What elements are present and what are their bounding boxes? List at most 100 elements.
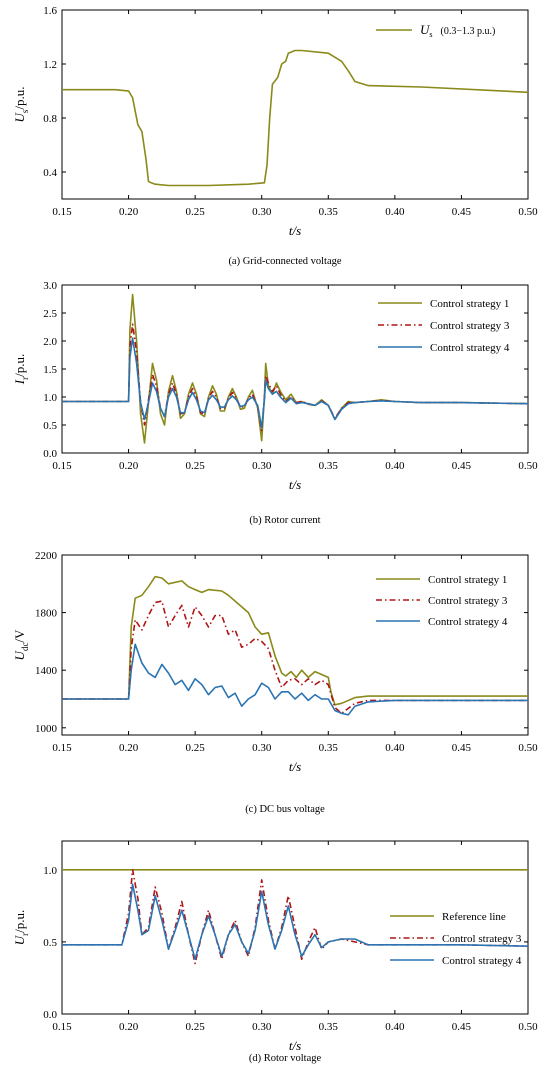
chart-caption: (d) Rotor voltage <box>249 1053 322 1064</box>
y-tick-label: 0.0 <box>43 1009 57 1021</box>
legend-label: Control strategy 3 <box>428 595 508 607</box>
x-tick-label: 0.15 <box>52 1021 72 1033</box>
x-tick-label: 0.40 <box>385 1021 405 1033</box>
x-tick-label: 0.40 <box>385 206 405 218</box>
x-tick-label: 0.50 <box>518 206 538 218</box>
x-axis-label: t/s <box>289 223 301 238</box>
y-axis-label-main: U <box>12 649 27 660</box>
x-axis-label-text: t/s <box>289 1038 301 1053</box>
x-tick-label: 0.40 <box>385 460 405 472</box>
x-tick-label: 0.20 <box>119 460 139 472</box>
y-axis-label-unit: /V <box>12 629 27 643</box>
plot-frame <box>61 840 529 1015</box>
x-tick-label: 0.30 <box>252 1021 272 1033</box>
legend: Us (0.3−1.3 p.u.) <box>376 22 495 39</box>
chart-caption: (c) DC bus voltage <box>245 804 325 815</box>
x-tick-label: 0.25 <box>186 206 206 218</box>
series-line-3 <box>62 337 529 429</box>
y-tick-label: 3.0 <box>43 280 57 292</box>
x-axis-label-text: t/s <box>289 759 301 774</box>
series-line-3 <box>62 643 528 716</box>
x-tick-label: 0.40 <box>385 742 405 754</box>
y-axis-label-main: U <box>12 934 27 945</box>
y-tick-label: 1.0 <box>43 392 57 404</box>
y-tick-label: 0.5 <box>43 420 57 432</box>
plot-frame <box>61 554 529 736</box>
legend-label: Control strategy 3 <box>430 320 510 332</box>
y-tick-label: 0.4 <box>43 167 57 179</box>
x-tick-label: 0.50 <box>518 460 538 472</box>
chart-caption: (b) Rotor current <box>249 515 320 526</box>
legend-label: Control strategy 1 <box>428 574 507 586</box>
chart-a: 0.15 0.20 0.25 0.30 0.35 0.40 0.45 0.50 0.4 0.8 1.… <box>12 5 538 267</box>
y-tick-label: 1.0 <box>43 865 57 877</box>
y-tick-label: 0.0 <box>43 448 57 460</box>
legend-label-sub: s <box>429 30 432 39</box>
series-line-1 <box>62 293 529 444</box>
legend: Control strategy 1 Control strategy 3 Cont… <box>376 574 508 628</box>
legend-label: Control strategy 4 <box>430 342 510 354</box>
y-tick-label: 1000 <box>35 723 58 735</box>
x-tick-label: 0.15 <box>52 460 72 472</box>
x-tick-label: 0.30 <box>252 460 272 472</box>
series-line-3 <box>62 883 529 961</box>
y-axis-label-unit: /p.u. <box>12 354 27 377</box>
x-tick-label: 0.35 <box>319 460 339 472</box>
y-tick-label: 0.5 <box>43 937 57 949</box>
y-tick-label: 1.6 <box>43 5 57 17</box>
y-tick-label: 1800 <box>35 608 58 620</box>
x-tick-label: 0.30 <box>252 206 272 218</box>
y-axis-label-sub: r <box>20 377 30 380</box>
y-tick-label: 1.5 <box>43 364 57 376</box>
y-tick-label: 2200 <box>35 550 58 562</box>
y-axis-label: Udc/V <box>12 629 30 661</box>
y-axis-label: Ir/p.u. <box>12 354 30 385</box>
chart-c: 0.15 0.20 0.25 0.30 0.35 0.40 0.45 0.50 1000 1400… <box>12 550 538 815</box>
plot-frame <box>61 9 529 200</box>
x-tick-label: 0.25 <box>186 742 206 754</box>
series-line-2 <box>62 600 528 715</box>
y-axis-label: Us/p.u. <box>12 86 30 122</box>
x-tick-label: 0.25 <box>186 1021 206 1033</box>
legend-label: Control strategy 1 <box>430 298 509 310</box>
y-axis-label-main: U <box>12 112 27 123</box>
y-tick-label: 1.2 <box>43 59 57 71</box>
legend: Reference line Control strategy 3 Control … <box>390 911 522 967</box>
y-tick-label: 1400 <box>35 665 58 677</box>
legend-label: Reference line <box>442 911 506 923</box>
y-axis-label-sub: dc <box>20 643 30 652</box>
x-tick-label: 0.20 <box>119 1021 139 1033</box>
legend-label-main: U <box>420 22 431 37</box>
y-axis-label-unit: /p.u. <box>12 86 27 109</box>
y-tick-label: 0.8 <box>43 113 57 125</box>
y-axis-label-sub: r <box>20 933 30 936</box>
chart-caption: (a) Grid-connected voltage <box>228 256 341 267</box>
y-tick-label: 2.0 <box>43 336 57 348</box>
y-axis-label-unit: /p.u. <box>12 910 27 933</box>
x-axis-label-text: t/s <box>289 223 301 238</box>
x-tick-label: 0.45 <box>452 1021 472 1033</box>
x-tick-label: 0.50 <box>518 1021 538 1033</box>
x-tick-label: 0.35 <box>319 206 339 218</box>
legend-label-note: (0.3−1.3 p.u.) <box>441 26 496 37</box>
legend-label: Us (0.3−1.3 p.u.) <box>420 22 495 39</box>
chart-d: 0.15 0.20 0.25 0.30 0.35 0.40 0.45 0.50 0.0 0.5 1.… <box>12 840 538 1064</box>
x-tick-label: 0.20 <box>119 742 139 754</box>
x-axis-label: t/s <box>289 759 301 774</box>
x-tick-label: 0.45 <box>452 742 472 754</box>
y-axis-label-main: I <box>12 379 27 385</box>
legend-label: Control strategy 4 <box>442 955 522 967</box>
x-tick-label: 0.35 <box>319 742 339 754</box>
x-tick-label: 0.20 <box>119 206 139 218</box>
x-tick-label: 0.35 <box>319 1021 339 1033</box>
x-tick-label: 0.45 <box>452 206 472 218</box>
x-tick-label: 0.15 <box>52 206 72 218</box>
y-axis-label-sub: s <box>20 109 30 113</box>
x-tick-label: 0.15 <box>52 742 72 754</box>
y-tick-label: 2.5 <box>43 308 57 320</box>
legend-label: Control strategy 3 <box>442 933 522 945</box>
legend: Control strategy 1 Control strategy 3 Cont… <box>378 298 510 354</box>
x-tick-label: 0.25 <box>186 460 206 472</box>
legend-label: Control strategy 4 <box>428 616 508 628</box>
